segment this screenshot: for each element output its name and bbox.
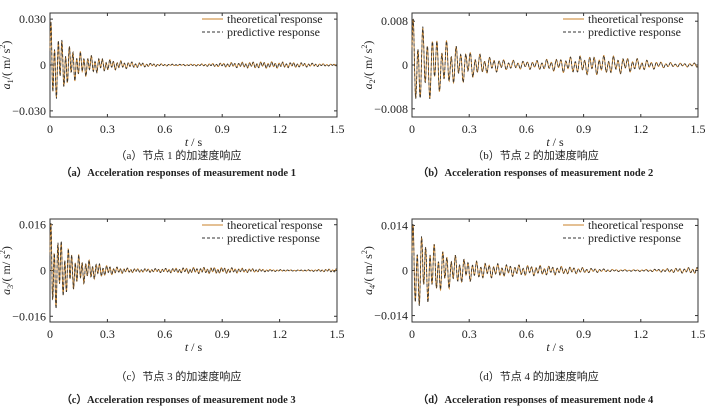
x-axis-unit: / s [550, 135, 564, 149]
x-tick-label: 0 [47, 327, 53, 341]
x-axis-label: t / s [185, 135, 203, 149]
x-axis-var: t [185, 135, 189, 149]
y-axis-var: a [0, 83, 13, 89]
series-predictive-line [411, 224, 699, 307]
legend-label-1: predictive response [227, 231, 320, 245]
x-tick-label: 1.2 [633, 122, 648, 136]
y-axis-sub: 1 [6, 79, 15, 83]
y-axis-sup: 2 [360, 250, 369, 254]
caption-cn-c: （c）节点 3 的加速度响应 [115, 371, 242, 383]
legend-label-0: theoretical response [227, 218, 323, 232]
y-tick-label: 0 [402, 58, 408, 72]
x-tick-label: 0.6 [157, 327, 172, 341]
x-axis-var: t [185, 340, 189, 354]
x-tick-label: 0.9 [215, 122, 230, 136]
x-tick-label: 0.6 [519, 122, 534, 136]
x-tick-label: 0.9 [576, 327, 591, 341]
x-tick-label: 0 [409, 122, 415, 136]
caption-en-c: （c）Acceleration responses of measurement… [61, 395, 296, 406]
x-tick-label: 0.3 [100, 327, 115, 341]
x-tick-label: 1.5 [691, 327, 706, 341]
x-tick-label: 1.5 [691, 122, 706, 136]
x-tick-label: 1.2 [633, 327, 648, 341]
x-tick-label: 0 [47, 122, 53, 136]
y-tick-label: 0.008 [381, 14, 408, 28]
y-tick-label: −0.014 [374, 309, 408, 323]
x-tick-label: 0.3 [462, 327, 477, 341]
series-predictive-line [49, 223, 338, 309]
y-axis-end: ) [0, 41, 13, 45]
y-tick-label: −0.008 [374, 102, 408, 116]
y-axis-label: a3/( m/ s2) [0, 246, 15, 295]
legend-label-1: predictive response [588, 25, 681, 39]
y-tick-label: 0 [40, 58, 46, 72]
y-tick-label: 0.030 [19, 12, 46, 26]
caption-cn-d: （d）节点 4 的加速度响应 [472, 371, 599, 383]
legend-label-0: theoretical response [588, 218, 684, 232]
x-axis-label: t / s [546, 135, 564, 149]
caption-en-a: （a）Acceleration responses of measurement… [61, 168, 296, 179]
y-axis-sup: 2 [360, 45, 369, 49]
caption-en-d: （d）Acceleration responses of measurement… [417, 395, 654, 406]
x-tick-label: 0.3 [462, 122, 477, 136]
x-axis-label: t / s [185, 340, 203, 354]
y-axis-end: ) [361, 41, 375, 45]
y-tick-label: 0.014 [381, 218, 408, 232]
y-axis-unit: /( m/ s [0, 254, 13, 285]
y-tick-label: 0 [402, 264, 408, 278]
y-axis-label: a1/( m/ s2) [0, 41, 15, 90]
legend-label-0: theoretical response [588, 12, 684, 26]
y-axis-unit: /( m/ s [361, 48, 375, 79]
x-axis-unit: / s [550, 340, 564, 354]
x-tick-label: 0.9 [576, 122, 591, 136]
y-tick-label: −0.016 [12, 309, 46, 323]
y-tick-label: −0.030 [12, 104, 46, 118]
x-axis-var: t [546, 340, 550, 354]
y-axis-sup: 2 [0, 250, 7, 254]
y-axis-var: a [0, 289, 13, 295]
x-axis-unit: / s [188, 135, 202, 149]
series-predictive-line [411, 18, 699, 100]
series-predictive-line [49, 21, 338, 99]
y-tick-label: 0 [40, 264, 46, 278]
y-axis-label: a2/( m/ s2) [360, 41, 377, 90]
x-tick-label: 1.2 [272, 327, 287, 341]
x-tick-label: 1.5 [330, 122, 345, 136]
caption-cn-a: （a）节点 1 的加速度响应 [115, 150, 242, 162]
x-axis-unit: / s [188, 340, 202, 354]
y-axis-end: ) [361, 246, 375, 250]
legend-label-1: predictive response [588, 231, 681, 245]
caption-cn-b: （b）节点 2 的加速度响应 [472, 150, 599, 162]
y-axis-var: a [361, 83, 375, 89]
x-tick-label: 0.6 [519, 327, 534, 341]
x-tick-label: 0.6 [157, 122, 172, 136]
x-axis-var: t [546, 135, 550, 149]
y-axis-var: a [361, 289, 375, 295]
y-axis-end: ) [0, 246, 13, 250]
y-axis-sub: 2 [368, 79, 377, 83]
y-axis-unit: /( m/ s [0, 48, 13, 79]
y-tick-label: 0.016 [19, 218, 46, 232]
y-axis-label: a4/( m/ s2) [360, 246, 377, 295]
y-axis-sub: 3 [6, 285, 15, 289]
x-axis-label: t / s [546, 340, 564, 354]
x-tick-label: 1.2 [272, 122, 287, 136]
x-tick-label: 0.3 [100, 122, 115, 136]
x-tick-label: 1.5 [330, 327, 345, 341]
caption-en-b: （b）Acceleration responses of measurement… [417, 168, 654, 179]
legend-label-0: theoretical response [227, 12, 323, 26]
x-tick-label: 0.9 [215, 327, 230, 341]
x-tick-label: 0 [409, 327, 415, 341]
y-axis-sub: 4 [368, 285, 377, 289]
y-axis-sup: 2 [0, 45, 7, 49]
legend-label-1: predictive response [227, 25, 320, 39]
y-axis-unit: /( m/ s [361, 254, 375, 285]
